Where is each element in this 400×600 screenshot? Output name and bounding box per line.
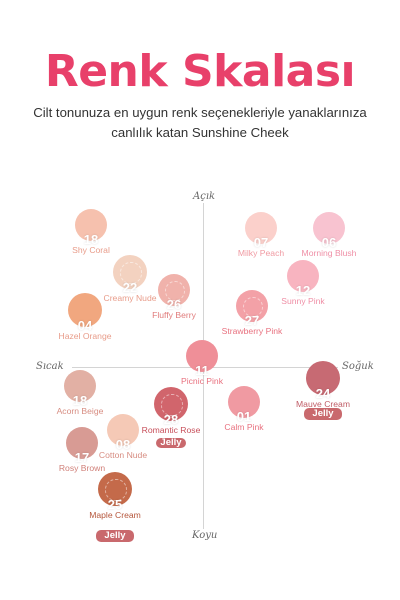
shade-name: Hazel Orange (58, 331, 112, 341)
jelly-badge: Jelly (96, 530, 134, 542)
shade-number: 04 (77, 318, 93, 333)
shade-name: Strawberry Pink (221, 326, 283, 336)
shade-name: Rosy Brown (58, 463, 106, 473)
shade-swatch (113, 255, 147, 289)
shade-number: 08 (115, 437, 131, 452)
shade-name: Cotton Nude (98, 450, 148, 460)
shade-swatch (158, 274, 190, 306)
axis-label-light: Açık (193, 191, 216, 202)
shade-number: 06 (321, 235, 337, 250)
page-title: Renk Skalası (44, 46, 356, 97)
shade-swatch (245, 212, 277, 244)
shade-swatch (107, 414, 139, 446)
axis-label-dark: Koyu (192, 530, 218, 541)
axis-label-cool: Soğuk (342, 361, 374, 372)
jelly-badge: Jelly (304, 408, 342, 420)
shade-name: Morning Blush (301, 248, 357, 258)
shade-swatch (306, 361, 340, 395)
shade-swatch (287, 260, 319, 292)
shade-name: Shy Coral (72, 245, 110, 255)
shade-swatch (236, 290, 268, 322)
shade-number: 18 (83, 232, 99, 247)
shade-swatch (98, 472, 132, 506)
shade-name: Fluffy Berry (152, 310, 196, 320)
shade-swatch (154, 387, 188, 421)
shade-swatch (75, 209, 107, 241)
shade-swatch (64, 370, 96, 402)
shade-swatch (228, 386, 260, 418)
shade-name: Acorn Beige (56, 406, 104, 416)
shade-name: Mauve Cream (296, 399, 350, 409)
subtitle-line-1: Cilt tonunuza en uygun renk seçenekleriy… (33, 105, 367, 120)
shade-number: 25 (107, 497, 123, 512)
subtitle-line-2: canlılık katan Sunshine Cheek (111, 125, 289, 140)
shade-number: 12 (295, 283, 311, 298)
shade-number: 22 (122, 280, 138, 295)
shade-name: Maple Cream (89, 510, 141, 520)
shade-number: 27 (244, 313, 260, 328)
shade-name: Sunny Pink (281, 296, 325, 306)
shade-swatch (66, 427, 98, 459)
shade-name: Milky Peach (237, 248, 285, 258)
shade-number: 18 (72, 393, 88, 408)
page-subtitle: Cilt tonunuza en uygun renk seçenekleriy… (20, 103, 380, 143)
shade-swatch (186, 340, 218, 372)
shade-swatch (68, 293, 102, 327)
axis-label-warm: Sıcak (36, 361, 64, 372)
shade-name: Calm Pink (224, 422, 264, 432)
shade-number: 26 (166, 297, 182, 312)
shade-number: 11 (195, 363, 209, 378)
shade-number: 07 (253, 235, 269, 250)
shade-name: Romantic Rose (141, 425, 201, 435)
shade-number: 01 (236, 409, 252, 424)
shade-name: Picnic Pink (180, 376, 224, 386)
shade-number: 28 (163, 412, 179, 427)
shade-number: 17 (74, 450, 90, 465)
shade-swatch (313, 212, 345, 244)
shade-name: Creamy Nude (103, 293, 157, 303)
jelly-badge: Jelly (156, 438, 186, 448)
shade-number: 24 (315, 386, 331, 401)
